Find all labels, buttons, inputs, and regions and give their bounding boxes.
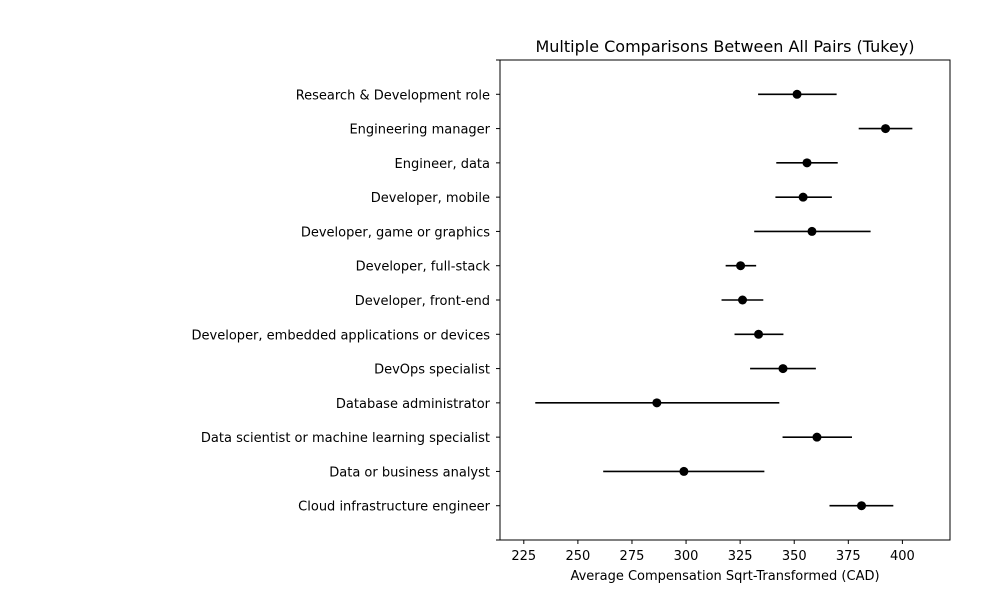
mean-point xyxy=(679,466,689,476)
y-tick-label: Developer, full-stack xyxy=(356,260,491,275)
mean-point xyxy=(798,192,808,202)
chart-title: Multiple Comparisons Between All Pairs (… xyxy=(535,37,914,56)
y-tick-label: Developer, embedded applications or devi… xyxy=(192,328,491,343)
y-axis-ticks: Research & Development role Engineering m… xyxy=(192,59,500,541)
mean-point xyxy=(881,124,891,134)
mean-point xyxy=(778,364,788,374)
y-tick-label: Engineer, data xyxy=(395,157,490,172)
y-tick-label: Developer, front-end xyxy=(355,294,490,309)
y-tick-label: Engineering manager xyxy=(349,123,490,138)
y-tick-label: Research & Development role xyxy=(296,88,490,103)
y-tick-label: Data scientist or machine learning speci… xyxy=(201,431,490,446)
mean-point xyxy=(792,89,802,99)
data-marks xyxy=(535,89,913,511)
x-tick-label: 325 xyxy=(728,549,753,564)
y-tick-label: Cloud infrastructure engineer xyxy=(298,500,490,515)
x-tick-label: 300 xyxy=(674,549,699,564)
x-tick-label: 225 xyxy=(511,549,536,564)
x-tick-label: 375 xyxy=(836,549,861,564)
y-tick-label: Data or business analyst xyxy=(329,465,490,480)
y-tick-label: Developer, game or graphics xyxy=(301,225,490,240)
mean-point xyxy=(754,329,764,339)
mean-point xyxy=(807,226,817,236)
x-axis-ticks: 225 250 275 300 325 350 375 400 xyxy=(511,540,915,564)
x-tick-label: 250 xyxy=(565,549,590,564)
mean-point xyxy=(652,398,662,408)
y-tick-label: Developer, mobile xyxy=(371,191,490,206)
mean-point xyxy=(736,261,746,271)
x-tick-label: 350 xyxy=(782,549,807,564)
x-axis-label: Average Compensation Sqrt-Transformed (C… xyxy=(570,569,879,584)
x-tick-label: 400 xyxy=(890,549,915,564)
mean-point xyxy=(802,158,812,168)
mean-point xyxy=(857,501,867,511)
mean-point xyxy=(738,295,748,305)
y-tick-label: Database administrator xyxy=(336,397,491,412)
mean-point xyxy=(812,432,822,442)
y-tick-label: DevOps specialist xyxy=(374,363,490,378)
x-tick-label: 275 xyxy=(620,549,645,564)
